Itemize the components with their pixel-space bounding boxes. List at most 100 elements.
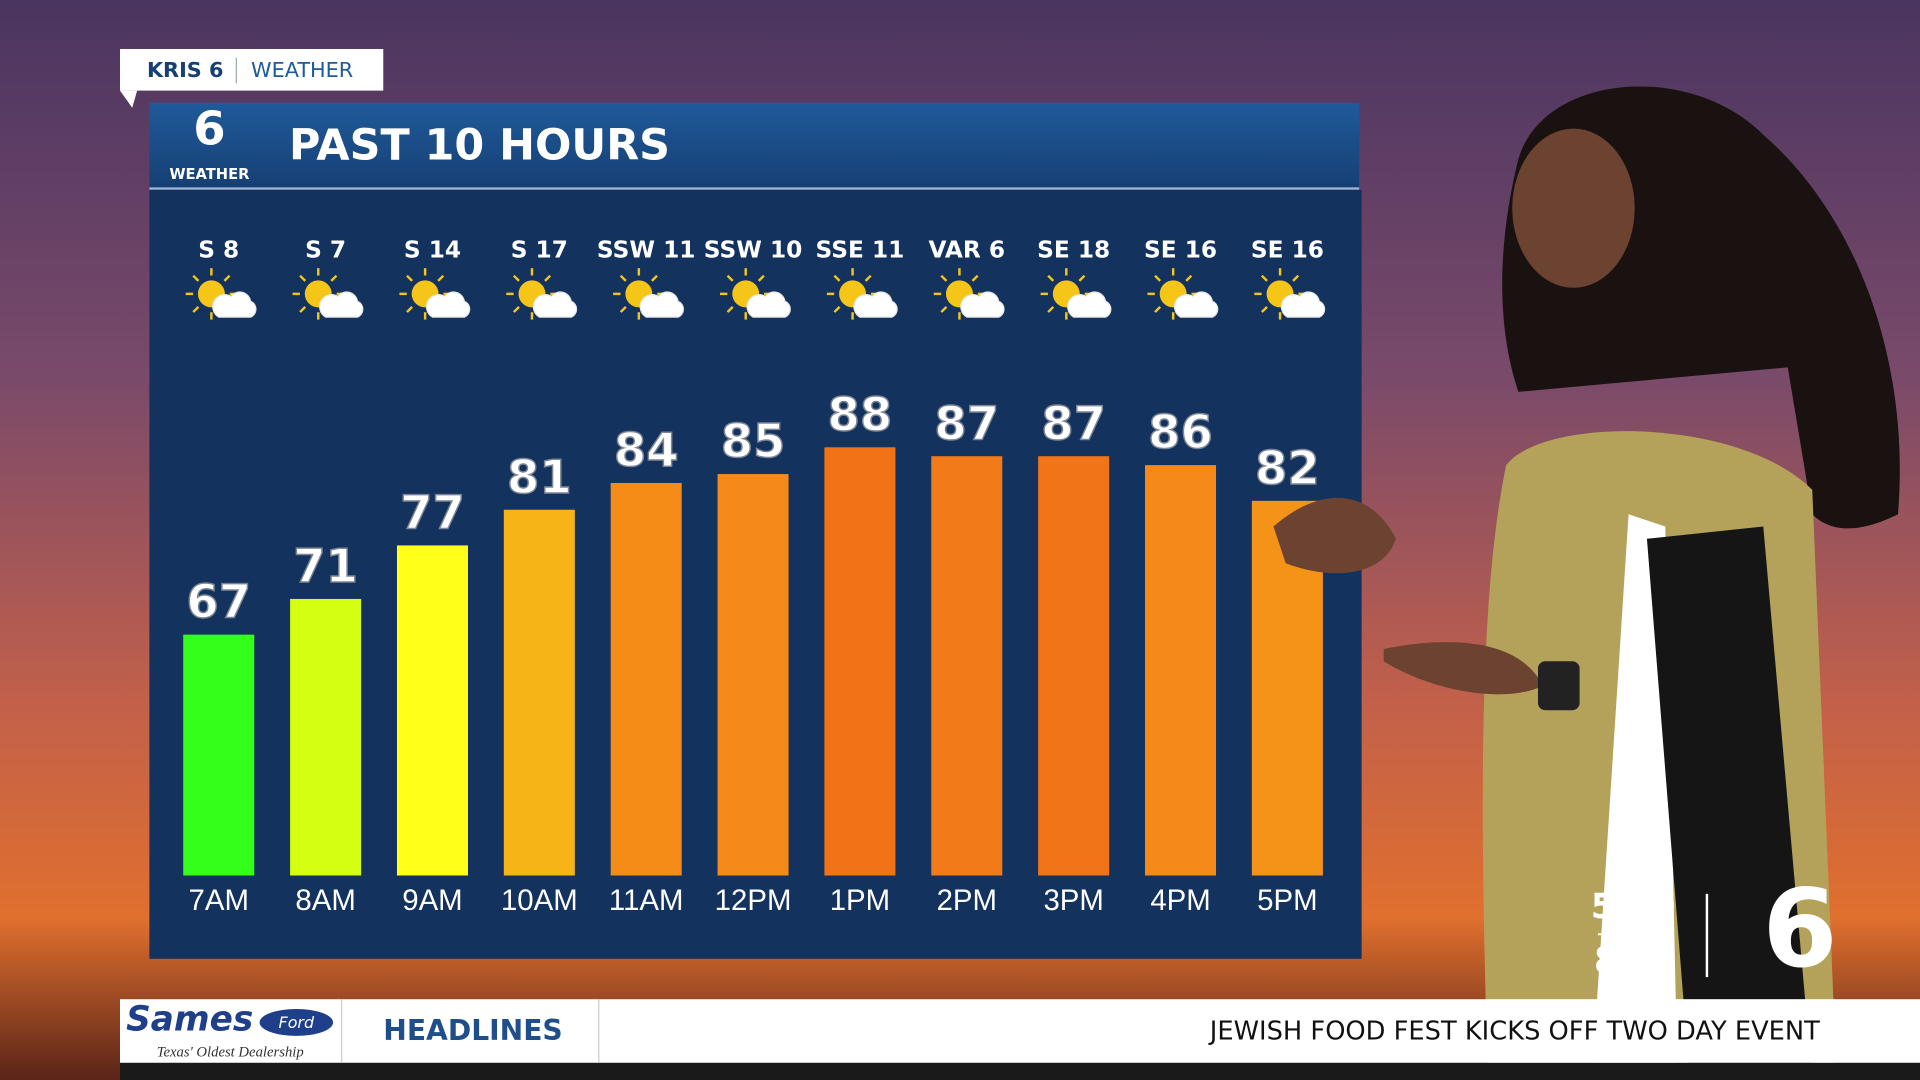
weather-icon bbox=[1254, 268, 1326, 320]
sun-ray bbox=[619, 274, 627, 282]
bar bbox=[931, 456, 1003, 876]
sponsor-name: Sames bbox=[126, 1000, 253, 1040]
value-label: 84 bbox=[614, 423, 679, 477]
ticker-bar bbox=[120, 999, 1920, 1063]
value-label: 71 bbox=[293, 539, 358, 593]
cloud bbox=[1067, 291, 1112, 318]
value-label: 67 bbox=[186, 575, 251, 629]
wind-label: S 7 bbox=[305, 237, 346, 264]
x-tick-label: 11AM bbox=[609, 884, 684, 917]
ticker-label: HEADLINES bbox=[383, 1014, 562, 1047]
sun-ray bbox=[1154, 305, 1162, 313]
wind-label: S 17 bbox=[511, 237, 568, 264]
sponsor-tagline: Texas' Oldest Dealership bbox=[157, 1044, 304, 1060]
sun-ray bbox=[330, 274, 338, 282]
weather-icon bbox=[399, 268, 471, 320]
wind-label: VAR 6 bbox=[928, 237, 1005, 264]
x-tick-label: 7AM bbox=[189, 884, 249, 917]
weather-icon bbox=[506, 268, 578, 320]
value-label: 85 bbox=[721, 414, 786, 468]
clock: 5:19 bbox=[1591, 887, 1676, 927]
cloud bbox=[746, 291, 791, 318]
x-tick-label: 4PM bbox=[1150, 884, 1210, 917]
bar bbox=[290, 598, 362, 876]
sun-ray bbox=[619, 305, 627, 313]
bar bbox=[503, 509, 575, 876]
value-label: 88 bbox=[828, 387, 893, 441]
sun-ray bbox=[192, 274, 200, 282]
value-label: 82 bbox=[1255, 441, 1320, 495]
wind-label: SE 18 bbox=[1037, 237, 1110, 264]
sun-ray bbox=[726, 274, 734, 282]
sun-ray bbox=[1047, 274, 1055, 282]
value-label: 87 bbox=[1041, 396, 1106, 450]
sun-ray bbox=[512, 274, 520, 282]
header-rule bbox=[149, 187, 1360, 190]
cloud bbox=[639, 291, 684, 318]
cloud bbox=[212, 291, 257, 318]
sun-ray bbox=[833, 305, 841, 313]
cloud bbox=[532, 291, 578, 318]
x-tick-label: 2PM bbox=[937, 884, 997, 917]
chart-title: PAST 10 HOURS bbox=[289, 121, 670, 171]
bar bbox=[396, 545, 468, 876]
ticker-text: JEWISH FOOD FEST KICKS OFF TWO DAY EVENT bbox=[1208, 1017, 1820, 1047]
bar bbox=[610, 482, 682, 876]
tag-box bbox=[120, 48, 384, 91]
sun-ray bbox=[1292, 274, 1300, 282]
cloud bbox=[960, 291, 1005, 318]
tag-pointer bbox=[120, 90, 138, 108]
x-tick-label: 9AM bbox=[402, 884, 462, 917]
bar bbox=[183, 634, 255, 876]
cloud bbox=[1280, 291, 1326, 318]
weather-icon bbox=[185, 268, 257, 320]
sun-ray bbox=[406, 274, 413, 282]
wind-label: S 8 bbox=[198, 237, 239, 264]
sun-ray bbox=[1260, 274, 1268, 282]
weather-icon bbox=[1147, 268, 1219, 320]
x-tick-label: 12PM bbox=[715, 884, 792, 917]
bar bbox=[717, 474, 789, 876]
cloud bbox=[853, 291, 898, 318]
value-label: 81 bbox=[507, 450, 572, 504]
sun-ray bbox=[437, 274, 445, 282]
sun-ray bbox=[1047, 305, 1055, 313]
sun-ray bbox=[544, 274, 552, 282]
x-tick-label: 3PM bbox=[1043, 884, 1103, 917]
wind-label: SSE 11 bbox=[816, 237, 905, 264]
sun-ray bbox=[299, 274, 307, 282]
logo-number: 6 bbox=[193, 102, 225, 156]
current-temperature: 82° bbox=[1594, 939, 1663, 982]
sun-ray bbox=[650, 274, 658, 282]
wind-label: SE 16 bbox=[1144, 237, 1217, 264]
sun-ray bbox=[940, 274, 948, 282]
x-tick-label: 8AM bbox=[295, 884, 355, 917]
weather-icon bbox=[826, 268, 898, 320]
sponsor-badge bbox=[259, 1008, 334, 1036]
sun-ray bbox=[512, 305, 520, 313]
sun-ray bbox=[971, 274, 979, 282]
weather-icon bbox=[613, 268, 684, 320]
weather-icon bbox=[1040, 268, 1112, 320]
sun-ray bbox=[757, 274, 765, 282]
tag-station: KRIS 6 bbox=[147, 58, 224, 82]
sun-ray bbox=[223, 274, 231, 282]
weather-icon bbox=[720, 268, 791, 320]
cloud bbox=[425, 291, 471, 318]
chart-header bbox=[149, 102, 1360, 189]
sun-ray bbox=[299, 305, 307, 313]
tag-section: WEATHER bbox=[251, 58, 353, 82]
cloud bbox=[1173, 291, 1219, 318]
plot-area: S 8 67 7AM S 7 71 8AM S 14 77 9AM S 17 81 10AM SSW 1… bbox=[183, 237, 1326, 917]
bar bbox=[1145, 465, 1217, 876]
sun-ray bbox=[1154, 274, 1162, 282]
sun-ray bbox=[1260, 305, 1268, 313]
sun-ray bbox=[864, 274, 872, 282]
bar bbox=[1038, 456, 1110, 876]
wind-label: SSW 11 bbox=[597, 237, 696, 264]
wind-label: SSW 10 bbox=[704, 237, 803, 264]
cloud bbox=[319, 291, 364, 318]
ticker-shadow bbox=[120, 1062, 1920, 1080]
bar bbox=[824, 447, 896, 876]
value-label: 87 bbox=[934, 396, 999, 450]
